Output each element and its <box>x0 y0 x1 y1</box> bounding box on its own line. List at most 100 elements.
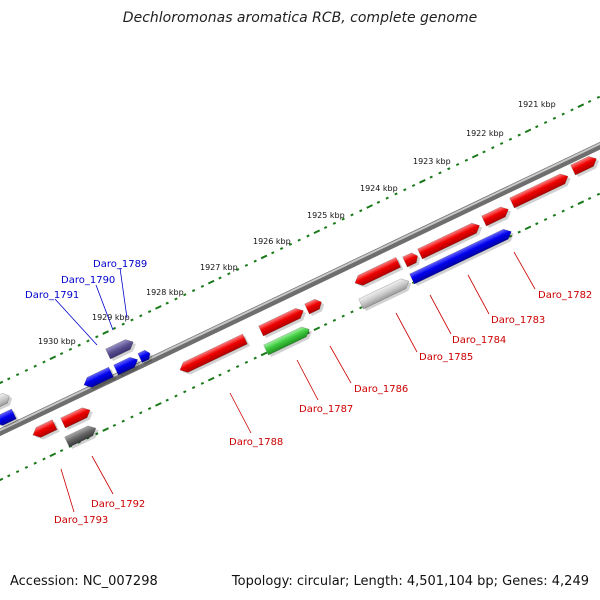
minor-tick <box>42 360 46 364</box>
kbp-label: 1929 kbp <box>92 313 130 322</box>
leader-line <box>395 312 418 353</box>
major-tick <box>207 279 215 285</box>
gene-daro-1786-body <box>304 298 322 315</box>
major-tick <box>366 204 373 209</box>
minor-tick <box>376 200 381 204</box>
minor-tick <box>121 322 125 326</box>
kbp-label: 1927 kbp <box>200 263 238 272</box>
gene-daro-1783-body <box>481 206 509 227</box>
minor-tick <box>552 116 557 120</box>
gene-daro-1786 <box>304 298 325 317</box>
minor-tick <box>323 226 328 230</box>
genome-title: Dechloromonas aromatica RCB, complete ge… <box>122 10 478 26</box>
leader-lines-blue <box>54 267 128 346</box>
minor-tick <box>394 192 398 196</box>
minor-tick <box>332 221 337 225</box>
major-tick <box>524 225 532 231</box>
gene-daro-1785b <box>354 256 404 288</box>
minor-tick <box>15 373 20 377</box>
gene-daro-1784 <box>417 222 483 262</box>
gene-daro-1782a <box>570 156 600 178</box>
minor-tick <box>174 394 178 398</box>
minor-tick <box>587 99 592 103</box>
gene-daro-1784b <box>409 228 514 287</box>
minor-tick <box>174 297 178 301</box>
gene-daro-1785-body <box>402 252 418 268</box>
gene-daro-1789n <box>105 339 136 362</box>
minor-tick <box>7 474 11 478</box>
major-tick <box>49 452 57 458</box>
kbp-label: 1921 kbp <box>518 100 556 109</box>
gene-daro-1782b <box>509 173 571 211</box>
major-tick <box>155 402 162 407</box>
leader-line <box>60 468 75 513</box>
minor-tick <box>464 158 469 162</box>
gene-left-grey <box>0 392 13 411</box>
minor-tick <box>491 146 495 150</box>
gene-daro-1787 <box>258 308 307 339</box>
minor-tick <box>112 423 117 427</box>
minor-tick <box>596 192 600 196</box>
gene-daro-1792 <box>60 407 93 431</box>
kbp-label: 1926 kbp <box>253 237 291 246</box>
genome-summary-text: Topology: circular; Length: 4,501,104 bp… <box>231 574 589 589</box>
minor-tick <box>570 108 574 112</box>
minor-tick <box>561 112 565 116</box>
minor-tick <box>235 365 240 369</box>
leader-line <box>229 392 252 434</box>
minor-tick <box>323 323 328 327</box>
gene-daro-1788-body <box>179 333 248 373</box>
minor-tick <box>253 259 257 263</box>
gene-daro-1793 <box>32 419 60 440</box>
gene-label: Daro_1785 <box>419 352 473 363</box>
major-tick <box>207 376 215 382</box>
kbp-label: 1924 kbp <box>360 184 398 193</box>
leader-line <box>513 251 536 290</box>
minor-tick <box>499 141 504 145</box>
minor-tick <box>332 318 337 322</box>
leader-line <box>296 359 319 401</box>
minor-tick <box>200 284 205 288</box>
minor-tick <box>139 314 143 318</box>
gene-daro-1783 <box>481 206 512 229</box>
minor-tick <box>244 263 249 267</box>
minor-tick <box>183 293 187 297</box>
major-tick <box>577 200 585 205</box>
minor-tick <box>385 196 389 200</box>
minor-tick <box>227 272 231 276</box>
minor-tick <box>15 470 20 474</box>
gene-layer <box>0 156 600 450</box>
minor-tick <box>596 95 600 99</box>
minor-tick <box>350 213 354 217</box>
minor-tick <box>429 175 433 179</box>
gene-left-blue-body <box>0 408 17 426</box>
gene-daro-1792d <box>64 425 99 450</box>
minor-tick <box>279 247 284 251</box>
gene-daro-1785g-body <box>358 278 410 310</box>
minor-tick <box>95 335 99 339</box>
gene-daro-1785 <box>402 252 421 270</box>
minor-tick <box>183 390 187 394</box>
minor-tick <box>306 234 310 238</box>
gene-daro-1782a-body <box>570 156 597 176</box>
minor-tick <box>359 306 363 310</box>
minor-tick <box>235 268 240 272</box>
minor-tick <box>438 171 442 175</box>
minor-tick <box>130 318 134 322</box>
gene-daro-1790 <box>113 356 141 378</box>
minor-tick <box>297 238 301 242</box>
minor-tick <box>403 188 407 192</box>
leader-line <box>329 345 352 384</box>
leader-line <box>429 294 452 335</box>
gene-daro-1789 <box>137 349 153 365</box>
minor-tick <box>24 368 29 372</box>
gene-label: Daro_1791 <box>25 290 79 301</box>
gene-daro-1789-body <box>137 349 151 363</box>
minor-tick <box>121 419 125 423</box>
minor-tick <box>147 310 152 314</box>
gene-daro-1790-body <box>113 356 139 376</box>
major-tick <box>313 229 321 235</box>
gene-label: Daro_1792 <box>91 499 145 510</box>
major-tick <box>260 254 268 260</box>
major-tick <box>0 477 4 482</box>
